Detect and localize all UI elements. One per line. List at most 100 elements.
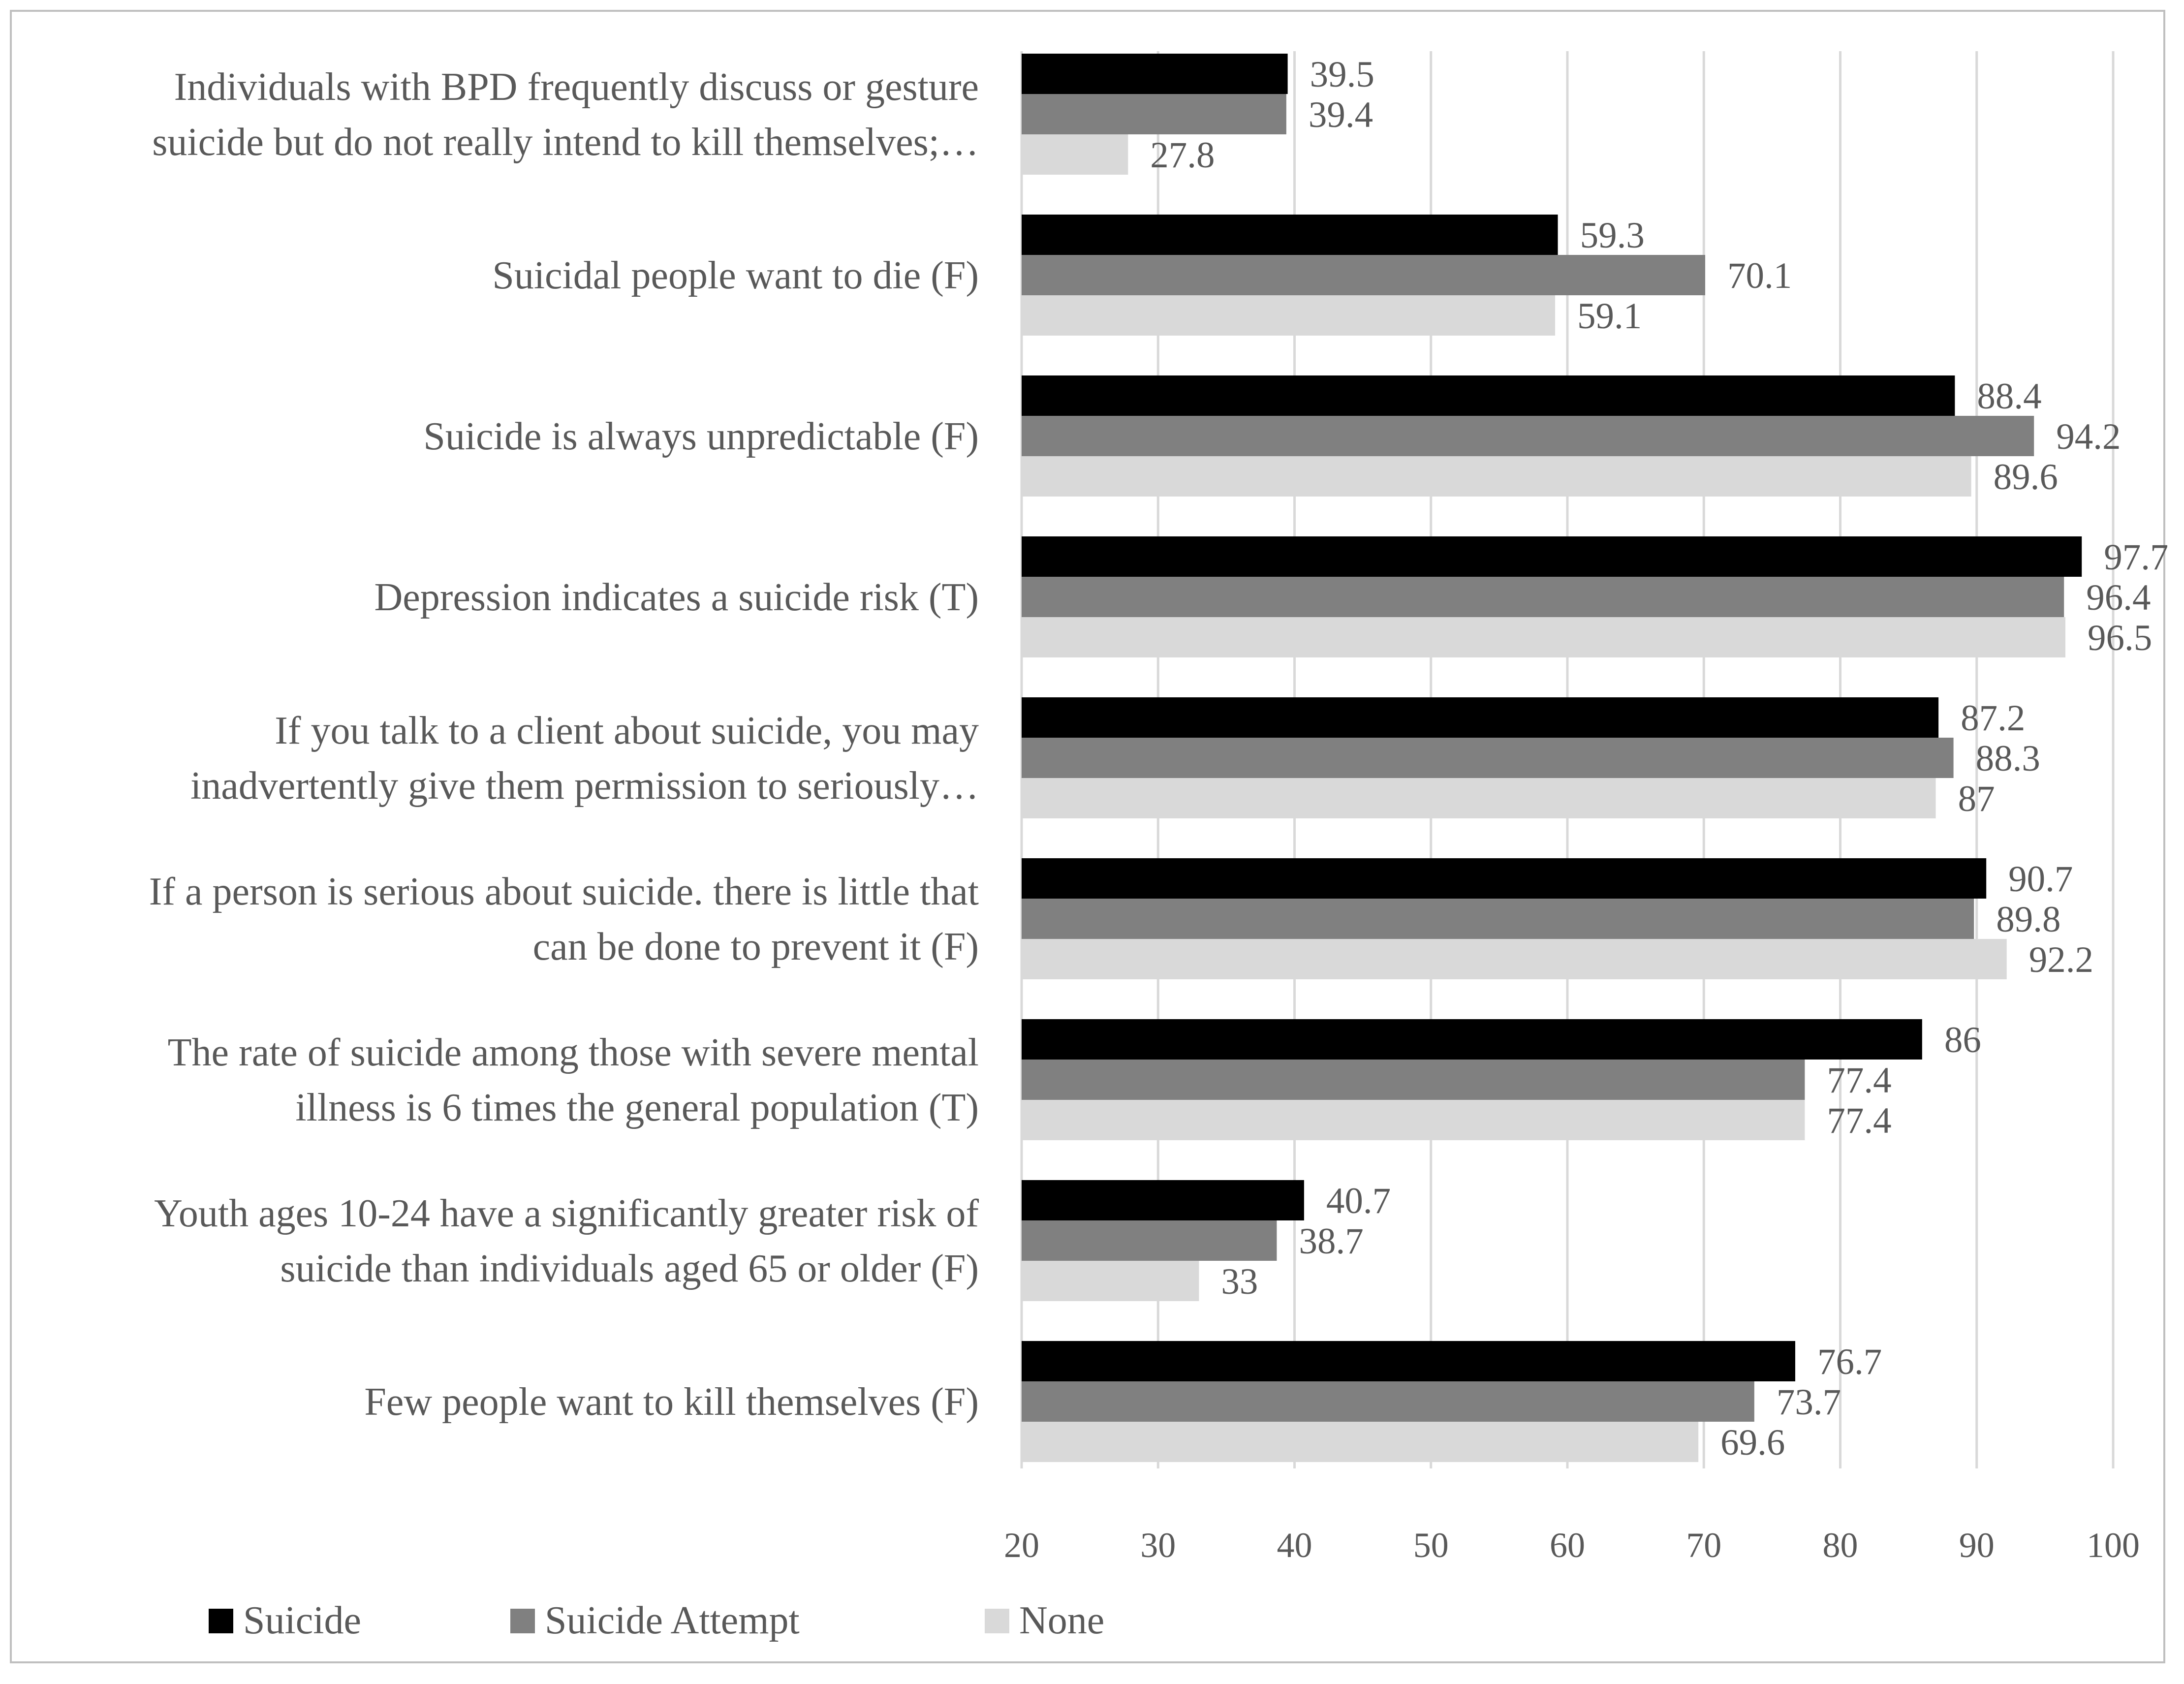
category-label-line: Suicidal people want to die (F) [492, 254, 979, 297]
data-labels: 39.539.4 27.8 59.3 70.1 59.1 88.4 94.289.6 97.7… [1150, 54, 2167, 1463]
bar-none-5 [1022, 939, 2007, 979]
data-label: 89.6 [1994, 457, 2058, 498]
category-label-4: If you talk to a client about suicide, y… [190, 709, 979, 808]
bar-suicide-7 [1022, 1180, 1304, 1220]
bar-suicide-attempt-8 [1022, 1381, 1754, 1422]
bar-none-7 [1022, 1261, 1199, 1301]
category-label-line: illness is 6 times the general populatio… [295, 1086, 979, 1129]
data-label: 88.3 [1976, 738, 2040, 779]
data-label: 73.7 [1777, 1382, 1841, 1423]
x-tick-label: 90 [1959, 1526, 1995, 1565]
category-label-8: Few people want to kill themselves (F) [364, 1380, 979, 1424]
bar-none-4 [1022, 778, 1936, 818]
bar-suicide-attempt-1 [1022, 255, 1706, 295]
data-label: 40.7 [1326, 1181, 1391, 1221]
data-label: 77.4 [1827, 1100, 1891, 1141]
category-label-line: If you talk to a client about suicide, y… [275, 709, 979, 752]
legend-label: Suicide Attempt [545, 1599, 800, 1642]
bar-suicide-8 [1022, 1341, 1796, 1381]
legend: Suicide Suicide Attempt None [209, 1599, 1104, 1642]
data-label: 33 [1221, 1261, 1258, 1302]
category-label-line: Youth ages 10-24 have a significantly gr… [154, 1192, 979, 1235]
category-label-3: Depression indicates a suicide risk (T) [374, 576, 979, 619]
category-label-0: Individuals with BPD frequently discuss … [152, 65, 979, 164]
data-label: 87.2 [1961, 698, 2025, 739]
category-label-line: Individuals with BPD frequently discuss … [174, 65, 979, 109]
category-label-line: If a person is serious about suicide. th… [149, 870, 979, 913]
legend-label: Suicide [243, 1599, 361, 1642]
data-label: 92.2 [2029, 939, 2093, 980]
bar-suicide-attempt-4 [1022, 738, 1954, 778]
data-label: 38.7 [1299, 1221, 1363, 1262]
bar-suicide-attempt-3 [1022, 577, 2064, 617]
data-label: 77.4 [1827, 1060, 1891, 1101]
bar-suicide-4 [1022, 697, 1939, 738]
category-label-2: Suicide is always unpredictable (F) [423, 415, 979, 458]
data-label: 39.5 [1310, 54, 1374, 95]
bar-none-8 [1022, 1422, 1699, 1462]
legend-item-none[interactable]: None [985, 1599, 1104, 1642]
x-tick-label: 30 [1140, 1526, 1176, 1565]
x-axis-ticks: 20 30 40 50 60 70 80 90 100 [1004, 1526, 2140, 1565]
bar-suicide-1 [1022, 215, 1558, 255]
bar-suicide-attempt-0 [1022, 94, 1286, 134]
bar-none-6 [1022, 1100, 1805, 1140]
legend-item-suicide-attempt[interactable]: Suicide Attempt [510, 1599, 800, 1642]
legend-item-suicide[interactable]: Suicide [209, 1599, 361, 1642]
bar-suicide-6 [1022, 1019, 1922, 1060]
category-label-line: inadvertently give them permission to se… [190, 764, 979, 808]
legend-swatch [209, 1609, 233, 1633]
bar-suicide-attempt-7 [1022, 1220, 1277, 1261]
legend-swatch [510, 1609, 535, 1633]
bars [1022, 54, 2082, 1462]
data-label: 70.1 [1727, 255, 1792, 296]
data-label: 27.8 [1150, 135, 1215, 176]
bar-none-2 [1022, 456, 1971, 497]
data-label: 59.3 [1580, 215, 1645, 256]
x-tick-label: 20 [1004, 1526, 1039, 1565]
bar-suicide-attempt-6 [1022, 1060, 1805, 1100]
bar-suicide-5 [1022, 858, 1987, 899]
x-tick-label: 40 [1277, 1526, 1312, 1565]
chart-frame: 39.5 39.4 27.8 59.3 70.1 59.1 88.4 94.2 89.6 97.7… [10, 10, 2167, 1663]
data-label: 94.2 [2056, 416, 2121, 457]
data-label: 59.1 [1577, 296, 1642, 337]
bar-suicide-3 [1022, 536, 2082, 577]
category-label-line: The rate of suicide among those with sev… [168, 1031, 979, 1074]
bar-suicide-0 [1022, 54, 1288, 94]
category-label-line: Few people want to kill themselves (F) [364, 1380, 979, 1424]
bar-suicide-attempt-5 [1022, 899, 1974, 939]
category-label-line: suicide than individuals aged 65 or olde… [280, 1247, 979, 1290]
x-tick-label: 80 [1823, 1526, 1858, 1565]
x-tick-label: 50 [1413, 1526, 1449, 1565]
data-label: 96.5 [2088, 618, 2152, 658]
bar-none-1 [1022, 295, 1556, 336]
legend-swatch [985, 1609, 1009, 1633]
x-tick-label: 100 [2087, 1526, 2140, 1565]
x-tick-label: 60 [1550, 1526, 1585, 1565]
bar-chart: 39.539.4 27.8 59.3 70.1 59.1 88.4 94.289.6 97.7… [149, 51, 2167, 1642]
data-label: 89.8 [1996, 899, 2060, 940]
legend-label: None [1019, 1599, 1104, 1642]
category-label-line: Suicide is always unpredictable (F) [423, 415, 979, 458]
category-label-7: Youth ages 10-24 have a significantly gr… [154, 1192, 979, 1290]
data-label: 96.4 [2086, 577, 2151, 618]
category-label-6: The rate of suicide among those with sev… [168, 1031, 979, 1129]
bar-suicide-attempt-2 [1022, 416, 2034, 456]
data-label: 90.7 [2008, 859, 2073, 900]
category-label-line: suicide but do not really intend to kill… [152, 121, 979, 164]
data-label: 76.7 [1817, 1341, 1882, 1382]
data-label: 88.4 [1977, 376, 2041, 417]
category-label-5: If a person is serious about suicide. th… [149, 870, 979, 968]
x-tick-label: 70 [1686, 1526, 1721, 1565]
category-label-1: Suicidal people want to die (F) [492, 254, 979, 297]
category-label-line: can be done to prevent it (F) [533, 925, 979, 968]
category-labels: Individuals with BPD frequently discuss … [149, 65, 979, 1424]
data-label: 87 [1958, 779, 1995, 819]
bar-none-0 [1022, 134, 1128, 175]
bar-suicide-2 [1022, 375, 1955, 416]
category-label-line: Depression indicates a suicide risk (T) [374, 576, 979, 619]
data-label: 39.4 [1309, 94, 1373, 135]
bar-none-3 [1022, 617, 2065, 657]
data-label: 86 [1944, 1020, 1981, 1060]
